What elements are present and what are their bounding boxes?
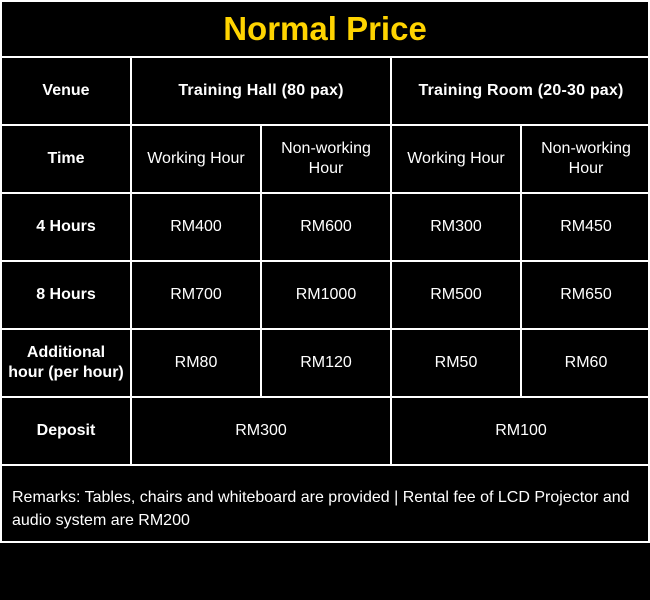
time-hall-non-working: Non-working Hour	[260, 124, 392, 194]
time-label: Time	[0, 124, 132, 194]
price-cell: RM450	[519, 192, 650, 262]
time-room-working: Working Hour	[390, 124, 522, 194]
deposit-label: Deposit	[0, 396, 132, 466]
remarks-text: Remarks: Tables, chairs and whiteboard a…	[12, 489, 630, 529]
page-title: Normal Price	[223, 10, 427, 47]
price-cell: RM50	[390, 328, 522, 398]
price-table: Venue Training Hall (80 pax) Training Ro…	[0, 56, 650, 466]
venue-label: Venue	[0, 56, 132, 126]
table-row: 8 Hours RM700 RM1000 RM500 RM650	[0, 260, 650, 330]
deposit-row: Deposit RM300 RM100	[0, 396, 650, 466]
deposit-training-hall: RM300	[130, 396, 392, 466]
row-label: 4 Hours	[0, 192, 132, 262]
time-room-non-working: Non-working Hour	[519, 124, 650, 194]
row-label: Additional hour (per hour)	[0, 328, 132, 398]
price-cell: RM650	[519, 260, 650, 330]
price-cell: RM500	[390, 260, 522, 330]
price-cell: RM60	[519, 328, 650, 398]
venue-row: Venue Training Hall (80 pax) Training Ro…	[0, 56, 650, 126]
row-label: 8 Hours	[0, 260, 132, 330]
table-row: 4 Hours RM400 RM600 RM300 RM450	[0, 192, 650, 262]
price-cell: RM120	[260, 328, 392, 398]
time-hall-working: Working Hour	[130, 124, 262, 194]
deposit-training-room: RM100	[389, 396, 650, 466]
price-cell: RM600	[260, 192, 392, 262]
price-cell: RM80	[130, 328, 262, 398]
price-cell: RM400	[130, 192, 262, 262]
venue-training-room: Training Room (20-30 pax)	[389, 56, 650, 126]
price-cell: RM1000	[260, 260, 392, 330]
venue-training-hall: Training Hall (80 pax)	[130, 56, 392, 126]
price-cell: RM300	[390, 192, 522, 262]
price-cell: RM700	[130, 260, 262, 330]
table-row: Additional hour (per hour) RM80 RM120 RM…	[0, 328, 650, 398]
time-row: Time Working Hour Non-working Hour Worki…	[0, 124, 650, 194]
